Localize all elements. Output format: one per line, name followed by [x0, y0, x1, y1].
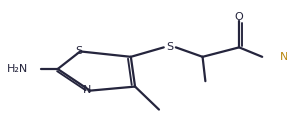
- Text: O: O: [235, 12, 243, 22]
- Text: NH₂: NH₂: [280, 52, 287, 62]
- Text: S: S: [75, 46, 82, 56]
- Text: N: N: [83, 85, 92, 95]
- Text: H₂N: H₂N: [7, 64, 28, 74]
- Text: S: S: [166, 42, 173, 52]
